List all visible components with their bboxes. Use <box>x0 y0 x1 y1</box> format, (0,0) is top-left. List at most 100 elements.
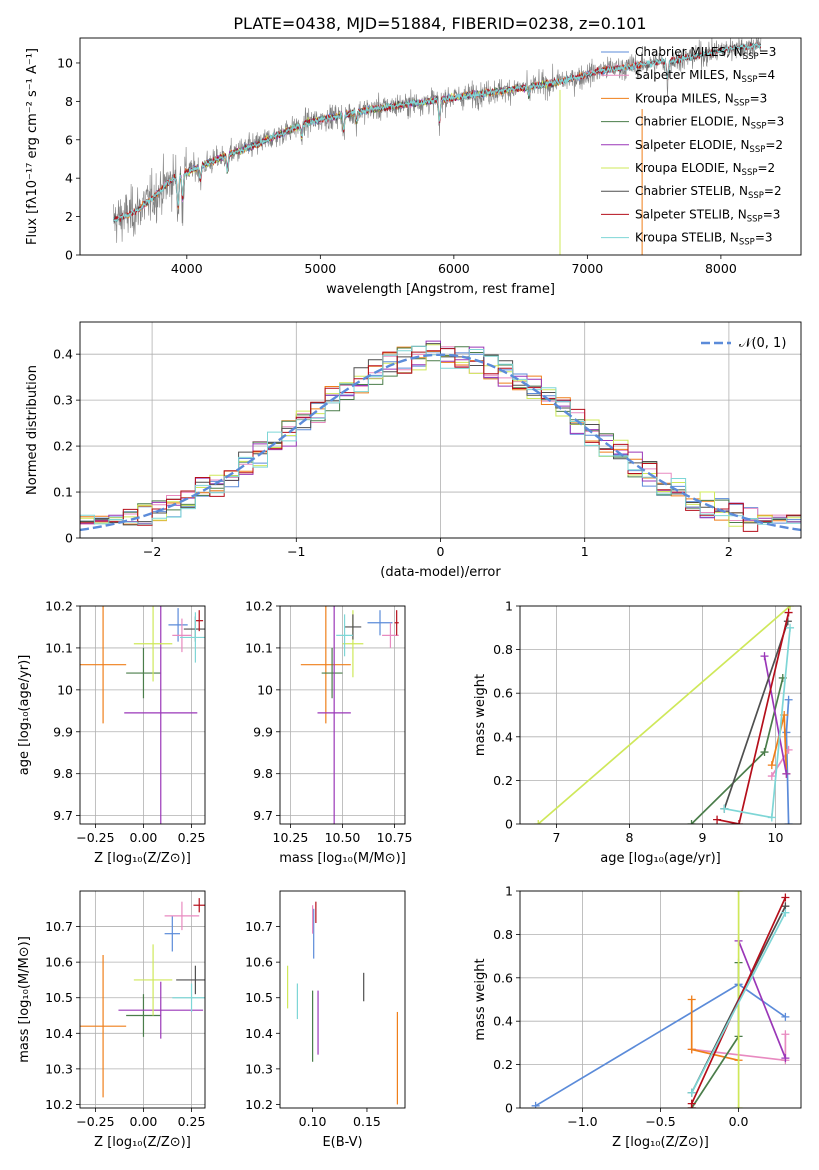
panel-spectrum: 4000 5000 6000 7000 8000 0 2 4 6 8 10 wavelength [A… <box>25 37 802 297</box>
y-axis-label: mass [log₁₀(M/M⊙)] <box>17 936 32 1063</box>
legend-entry-value: 3 <box>773 207 781 221</box>
mass-weight-marker <box>734 891 743 895</box>
histogram-series <box>80 345 801 525</box>
panel-residuals: −2 −1 0 1 2 0 0.1 0.2 0.3 0.4 (data-model)/error No… <box>25 321 802 580</box>
x-tick-label: 0.25 <box>178 830 206 845</box>
plot-area <box>112 38 762 255</box>
y-tick-label: 10.2 <box>245 599 273 614</box>
mass-weight-marker <box>786 606 795 610</box>
panel-mass_vs_Z: −0.25 0.00 0.25 10.2 10.3 10.4 10.5 10.6 10.7 Z [… <box>17 890 206 1150</box>
legend-entry-value: 4 <box>768 68 776 82</box>
axes-frame <box>279 890 406 1109</box>
mass-weight-marker <box>784 608 793 617</box>
legend-entry-sep: , <box>725 68 733 82</box>
y-tick-label: 10.3 <box>45 1061 73 1076</box>
legend-entry-sep: , <box>730 207 738 221</box>
y-tick-label: 0.1 <box>53 485 73 500</box>
y-tick-label: 0.8 <box>493 642 513 657</box>
legend-entry-n: N <box>739 184 748 198</box>
mass-weight-marker <box>713 815 722 824</box>
x-tick-label: 5000 <box>304 261 336 276</box>
x-tick-label: 0.10 <box>299 1114 327 1129</box>
x-tick-label: 0.00 <box>130 1114 158 1129</box>
mass-weight-line <box>763 655 788 775</box>
plot-area <box>534 606 795 824</box>
mass-weight-marker <box>781 1030 790 1039</box>
legend-entry-eq: = <box>765 138 775 152</box>
y-tick-label: 0.4 <box>53 347 73 362</box>
legend-entry-sub: SSP <box>743 52 759 62</box>
y-tick-label: 10.5 <box>245 990 273 1005</box>
y-axis-label: mass weight <box>473 958 488 1040</box>
y-tick-label: 6 <box>65 132 73 147</box>
legend-entry-sep: , <box>733 138 741 152</box>
legend-entry-eq: = <box>750 91 760 105</box>
legend-entry-n: N <box>740 138 749 152</box>
axes-frame <box>79 890 206 1109</box>
panel-age_vs_Z: −0.25 0.00 0.25 9.7 9.8 9.9 10 10.1 10.2 Z [log₁₀… <box>17 599 206 867</box>
legend-entry-sep: , <box>731 184 739 198</box>
x-tick-label: 10.50 <box>325 830 361 845</box>
x-axis-label: mass [log₁₀(M/M⊙)] <box>279 851 406 866</box>
y-tick-label: 0 <box>65 248 73 263</box>
mass-weight-marker <box>782 769 791 778</box>
legend-entry-n: N <box>733 161 742 175</box>
axes-frame <box>79 605 206 825</box>
legend-entry-n: N <box>738 207 747 221</box>
x-tick-label: 0.0 <box>729 1114 749 1129</box>
y-tick-label: 0.3 <box>53 393 73 408</box>
legend-entry-eq: = <box>767 115 777 129</box>
mass-weight-marker <box>781 1012 790 1021</box>
legend-entry: Salpeter MILES, NSSP=4 <box>635 68 775 85</box>
legend-entry-value: 3 <box>777 115 785 129</box>
mass-weight-marker <box>734 820 743 824</box>
legend-entry-sub: SSP <box>747 214 763 224</box>
mass-weight-marker <box>687 1045 696 1054</box>
x-axis-label: Z [log₁₀(Z/Z⊙)] <box>94 1135 191 1150</box>
legend-entry-name: Chabrier MILES <box>635 45 726 59</box>
normal-curve <box>80 353 801 532</box>
legend-entry-sep: , <box>734 115 742 129</box>
mass-weight-marker <box>781 908 790 917</box>
legend-entry-sub: SSP <box>739 238 755 248</box>
x-tick-label: 0.15 <box>353 1114 381 1129</box>
panel-massweight_vs_Z: −1.0 −0.5 0.0 0 0.2 0.4 0.6 0.8 1 Z [log₁₀(Z/Z⊙)]… <box>473 884 802 1150</box>
mass-weight-marker <box>784 820 793 824</box>
panel-age_vs_mass: 10.25 10.50 10.75 9.7 9.8 9.9 10 10.1 10.2 mass [… <box>245 599 412 867</box>
y-tick-label: 9.9 <box>253 724 273 739</box>
y-tick-label: 0.4 <box>493 729 513 744</box>
y-tick-label: 10 <box>257 682 273 697</box>
x-tick-label: 0.25 <box>178 1114 206 1129</box>
x-tick-label: 1 <box>581 544 589 559</box>
mass-weight-marker <box>720 804 729 813</box>
panel-massweight_vs_age: 7 8 9 10 0 0.2 0.4 0.6 0.8 1 age [log₁₀(age/yr)] ma… <box>473 599 802 866</box>
legend-entry-name: Chabrier ELODIE <box>635 115 734 129</box>
x-axis-label: Z [log₁₀(Z/Z⊙)] <box>94 851 191 866</box>
legend-entry-sub: SSP <box>748 191 764 201</box>
x-axis-label: E(B-V) <box>322 1135 362 1150</box>
legend-entry-eq: = <box>757 68 767 82</box>
mass-weight-marker <box>687 1088 696 1097</box>
mass-weight-marker <box>534 820 543 824</box>
mass-weight-marker <box>767 761 776 770</box>
x-tick-label: −2 <box>143 544 161 559</box>
axes-frame <box>79 37 802 256</box>
y-tick-label: 0.2 <box>53 439 73 454</box>
mass-weight-line <box>737 940 787 1059</box>
axes-frame <box>519 605 802 825</box>
legend-entry: Kroupa ELODIE, NSSP=2 <box>635 161 775 178</box>
y-tick-label: 0.6 <box>493 686 513 701</box>
y-axis-label: Normed distribution <box>25 365 40 495</box>
plot-area <box>80 606 205 824</box>
legend-entry-sep: , <box>722 231 730 245</box>
histogram-series <box>80 343 801 526</box>
plot-area <box>531 891 790 1108</box>
legend-entry-name: Kroupa STELIB <box>635 231 722 245</box>
mass-weight-marker <box>531 1101 540 1108</box>
y-axis-label: Flux [fλ10⁻¹⁷ erg cm⁻² s⁻¹ A⁻¹] <box>25 48 40 245</box>
y-tick-label: 9.9 <box>53 724 73 739</box>
panel-mass_vs_ebv: 0.10 0.15 10.2 10.3 10.4 10.5 10.6 10.7 E(B-V) <box>245 890 406 1150</box>
legend-entry-value: 2 <box>768 161 776 175</box>
y-tick-label: 10.7 <box>45 919 73 934</box>
